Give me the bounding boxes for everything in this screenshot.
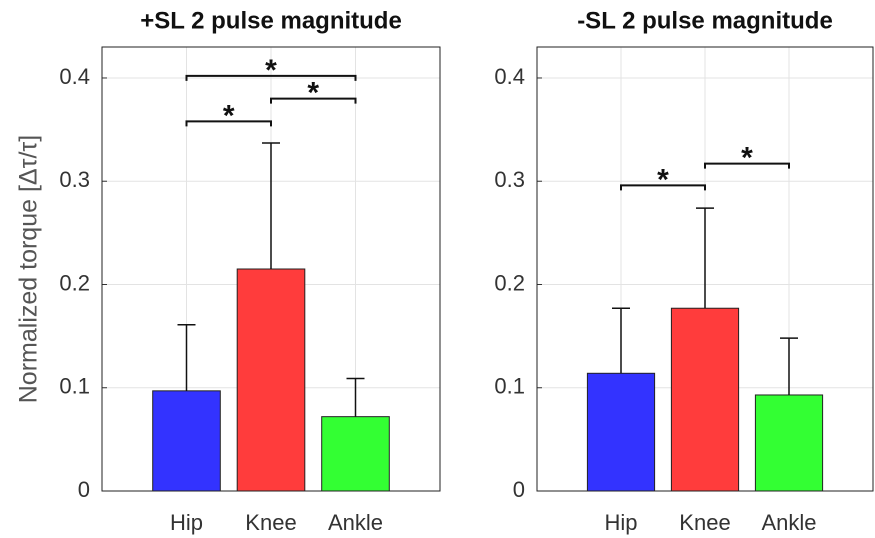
significance-label: * [307,77,319,110]
significance-bracket [185,74,357,81]
y-axis-label: Normalized torque [Δτ/τ] [15,135,43,404]
y-tick-label: 0.4 [494,64,525,89]
error-bar [612,307,630,374]
significance-bracket [270,97,357,104]
x-tick-label: Ankle [761,510,816,535]
significance-bracket [185,120,272,127]
chart-title: +SL 2 pulse magnitude [140,7,402,34]
y-tick-label: 0.1 [59,374,90,399]
bar [670,307,740,492]
axes-box [536,46,874,492]
bar [754,394,824,492]
error-bar [262,142,280,269]
y-tick-label: 0.2 [494,270,525,295]
y-tick-label: 0.2 [59,270,90,295]
significance-label: * [223,99,235,132]
x-tick-label: Knee [679,510,730,535]
bar [586,372,656,492]
y-tick-label: 0.4 [59,64,90,89]
error-bar [177,324,196,391]
significance-label: * [741,142,753,175]
significance-label: * [265,54,277,87]
y-tick-label: 0.3 [59,167,90,192]
y-tick-label: 0.1 [494,374,525,399]
bar [321,416,390,492]
y-tick-label: 0 [513,477,525,502]
x-tick-label: Ankle [328,510,383,535]
significance-bracket [704,162,790,169]
y-tick-label: 0.3 [494,167,525,192]
x-tick-label: Knee [245,510,296,535]
bar [236,268,306,492]
x-tick-label: Hip [170,510,203,535]
x-tick-label: Hip [604,510,637,535]
error-bar [346,377,365,417]
bar [152,390,221,492]
y-tick-label: 0 [78,477,90,502]
significance-bracket [620,184,706,191]
error-bar [780,337,798,395]
chart-title: -SL 2 pulse magnitude [577,7,833,34]
axes-box [101,46,441,492]
significance-label: * [657,163,669,196]
error-bar [696,207,714,309]
